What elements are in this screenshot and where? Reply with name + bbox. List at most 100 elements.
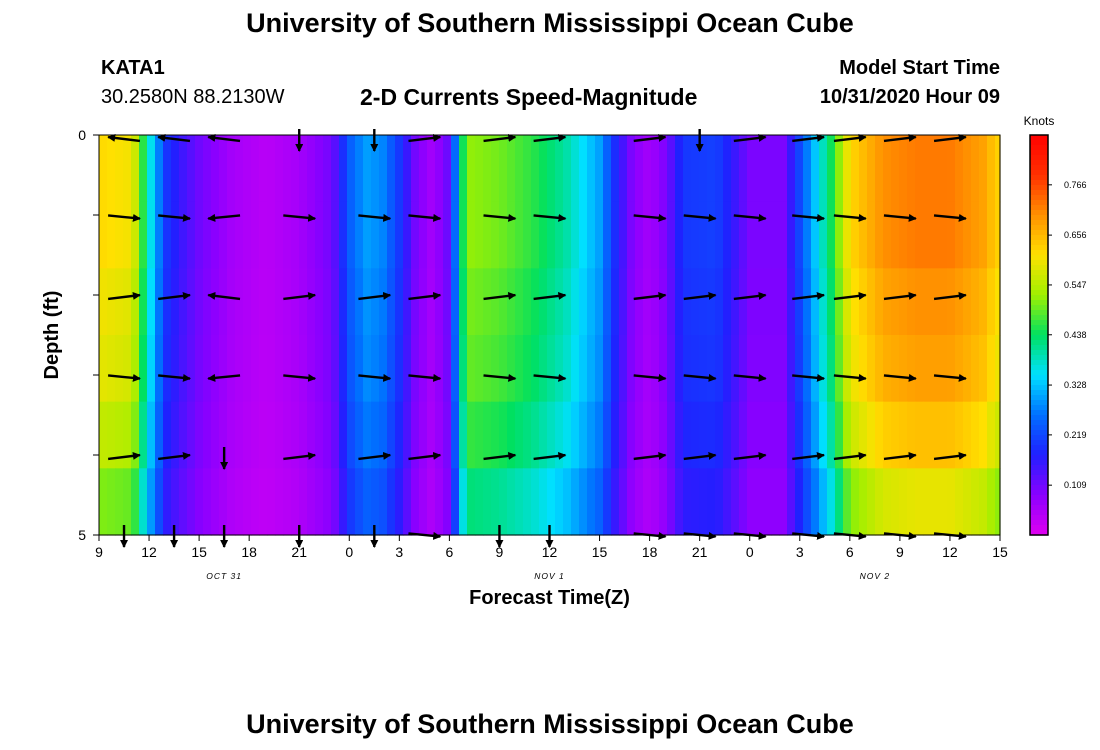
heatmap-cell xyxy=(659,201,668,269)
current-arrow xyxy=(358,373,392,382)
heatmap-cell xyxy=(467,135,476,203)
current-arrow xyxy=(533,213,567,222)
heatmap-cell xyxy=(187,468,196,536)
heatmap-cell xyxy=(715,401,724,469)
heatmap-cell xyxy=(363,401,372,469)
heatmap-cell xyxy=(339,268,348,336)
y-axis-label: Depth (ft) xyxy=(41,291,63,380)
heatmap-cell xyxy=(987,335,996,403)
heatmap-cell xyxy=(739,468,748,536)
heatmap-cell xyxy=(115,401,124,469)
heatmap-cell xyxy=(251,201,260,269)
heatmap-cell xyxy=(699,401,708,469)
heatmap-cell xyxy=(131,268,140,336)
colorbar-swatch xyxy=(1030,250,1048,256)
page-title: University of Southern Mississippi Ocean… xyxy=(246,8,854,38)
heatmap-cell xyxy=(835,335,844,403)
colorbar-swatch xyxy=(1030,305,1048,311)
heatmap-cell xyxy=(411,468,420,536)
current-arrow xyxy=(833,451,867,461)
heatmap-cell xyxy=(963,468,972,536)
colorbar-swatch xyxy=(1030,335,1048,341)
colorbar-swatch xyxy=(1030,425,1048,431)
current-arrow xyxy=(283,451,317,461)
heatmap-cell xyxy=(891,335,900,403)
heatmap-cell xyxy=(107,468,116,536)
colorbar-swatch xyxy=(1030,325,1048,331)
heatmap-cell xyxy=(371,468,380,536)
heatmap-cell xyxy=(171,268,180,336)
current-arrow xyxy=(683,451,717,461)
x-date-label: OCT 31 xyxy=(206,571,242,581)
colorbar-swatch xyxy=(1030,285,1048,291)
heatmap-cell xyxy=(379,201,388,269)
current-arrow xyxy=(533,291,567,301)
current-arrow xyxy=(883,373,917,382)
heatmap-cell xyxy=(339,401,348,469)
colorbar-unit-label: Knots xyxy=(1024,114,1055,128)
heatmap-cell xyxy=(867,268,876,336)
heatmap-cell xyxy=(795,468,804,536)
current-arrow xyxy=(683,291,717,301)
heatmap-cell xyxy=(963,401,972,469)
heatmap-cell xyxy=(123,201,132,269)
heatmap-cell xyxy=(459,401,468,469)
heatmap-cell xyxy=(139,268,148,336)
heatmap-cell xyxy=(851,201,860,269)
heatmap-cell xyxy=(483,201,492,269)
heatmap-cell xyxy=(859,201,868,269)
heatmap-cell xyxy=(987,401,996,469)
current-arrow xyxy=(833,213,867,222)
heatmap-cell xyxy=(803,201,812,269)
heatmap-cell xyxy=(427,401,436,469)
heatmap-cell xyxy=(331,135,340,203)
heatmap-cell xyxy=(803,468,812,536)
heatmap-cell xyxy=(195,335,204,403)
heatmap-cell xyxy=(267,468,276,536)
heatmap-cell xyxy=(435,335,444,403)
heatmap-cell xyxy=(123,268,132,336)
heatmap-cell xyxy=(283,401,292,469)
heatmap-cell xyxy=(179,201,188,269)
heatmap-cell xyxy=(787,135,796,203)
heatmap-cell xyxy=(459,468,468,536)
heatmap-cell xyxy=(275,468,284,536)
heatmap-cell xyxy=(211,201,220,269)
heatmap-cell xyxy=(115,268,124,336)
heatmap-cell xyxy=(387,201,396,269)
heatmap-cell xyxy=(835,201,844,269)
heatmap-cell xyxy=(403,201,412,269)
heatmap-cell xyxy=(595,201,604,269)
heatmap-cell xyxy=(283,468,292,536)
station-coordinates: 30.2580N 88.2130W xyxy=(101,86,285,108)
heatmap-cell xyxy=(755,335,764,403)
current-arrow xyxy=(633,451,667,461)
heatmap-cell xyxy=(819,335,828,403)
heatmap-cell xyxy=(907,468,916,536)
heatmap-cell xyxy=(435,401,444,469)
x-tick-label: 12 xyxy=(942,544,958,560)
heatmap-cell xyxy=(555,335,564,403)
heatmap-cell xyxy=(635,201,644,269)
colorbar-swatch xyxy=(1030,245,1048,251)
heatmap-cell xyxy=(315,201,324,269)
heatmap-cell xyxy=(611,401,620,469)
current-arrow xyxy=(358,451,392,461)
heatmap-cell xyxy=(771,201,780,269)
colorbar-swatch xyxy=(1030,420,1048,426)
footer-title: University of Southern Mississippi Ocean… xyxy=(246,709,854,739)
heatmap-cell xyxy=(307,335,316,403)
heatmap-cell xyxy=(419,335,428,403)
colorbar-swatch xyxy=(1030,375,1048,381)
heatmap-cell xyxy=(643,468,652,536)
heatmap-cell xyxy=(707,335,716,403)
heatmap-cell xyxy=(507,201,516,269)
heatmap-cell xyxy=(139,201,148,269)
heatmap-cell xyxy=(307,268,316,336)
colorbar-swatch xyxy=(1030,350,1048,356)
heatmap-cell xyxy=(851,335,860,403)
heatmap-cell xyxy=(875,135,884,203)
heatmap-cell xyxy=(787,335,796,403)
heatmap-cell xyxy=(475,468,484,536)
current-arrow xyxy=(833,133,867,143)
